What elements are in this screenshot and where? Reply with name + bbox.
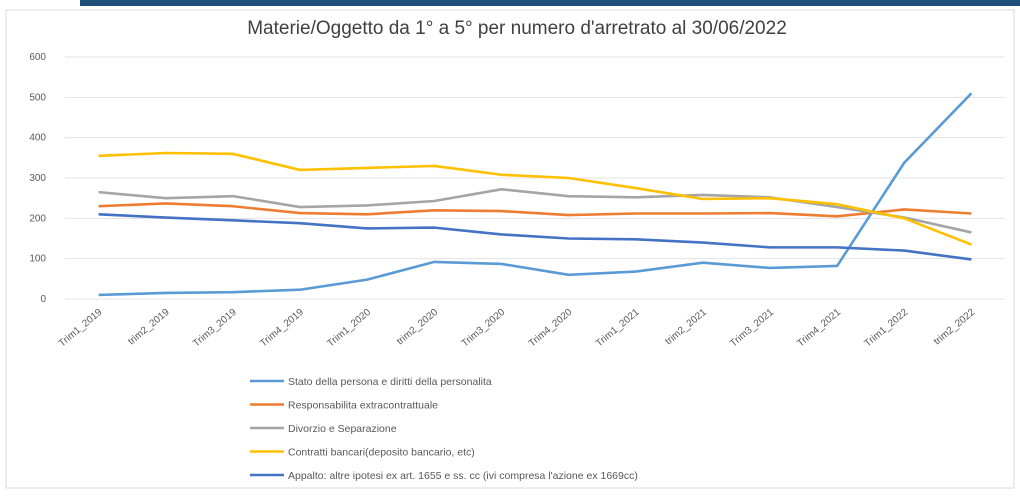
- top-bar: [80, 0, 1020, 6]
- y-tick-label: 500: [29, 92, 46, 103]
- x-tick-label: Trim3_2019: [191, 307, 239, 350]
- x-tick-label: Trim4_2020: [527, 307, 575, 350]
- legend-label: Divorzio e Separazione: [288, 423, 397, 435]
- legend-label: Appalto: altre ipotesi ex art. 1655 e ss…: [288, 470, 638, 482]
- x-tick-label: trim2_2022: [932, 307, 978, 348]
- y-tick-label: 400: [29, 133, 46, 144]
- x-tick-label: Trim1_2021: [594, 307, 642, 350]
- series-line: [98, 151, 972, 246]
- y-tick-label: 300: [29, 173, 46, 184]
- x-tick-label: Trim4_2021: [795, 307, 843, 350]
- x-tick-label: Trim1_2022: [863, 307, 911, 350]
- x-tick-label: trim2_2021: [663, 307, 709, 348]
- series-line: [98, 92, 973, 297]
- x-tick-label: Trim1_2020: [325, 307, 373, 350]
- series-line: [98, 187, 972, 234]
- x-tick-label: Trim4_2019: [258, 307, 306, 350]
- legend-label: Contratti bancari(deposito bancario, etc…: [288, 447, 475, 459]
- series-line: [98, 213, 972, 261]
- x-tick-label: Trim3_2021: [728, 307, 776, 350]
- y-tick-label: 100: [29, 254, 46, 265]
- chart-title: Materie/Oggetto da 1° a 5° per numero d'…: [247, 18, 787, 39]
- chart-border: [5, 9, 1015, 489]
- legend-label: Responsabilita extracontrattuale: [288, 400, 438, 412]
- series-line: [98, 202, 972, 218]
- y-tick-label: 0: [40, 294, 46, 305]
- x-tick-label: Trim3_2020: [460, 307, 508, 350]
- y-tick-label: 600: [29, 52, 46, 63]
- legend-label: Stato della persona e diritti della pers…: [288, 376, 492, 388]
- x-tick-label: trim2_2020: [395, 307, 441, 348]
- x-tick-label: trim2_2019: [126, 307, 172, 348]
- y-tick-label: 200: [29, 213, 46, 224]
- x-tick-label: Trim1_2019: [57, 307, 105, 350]
